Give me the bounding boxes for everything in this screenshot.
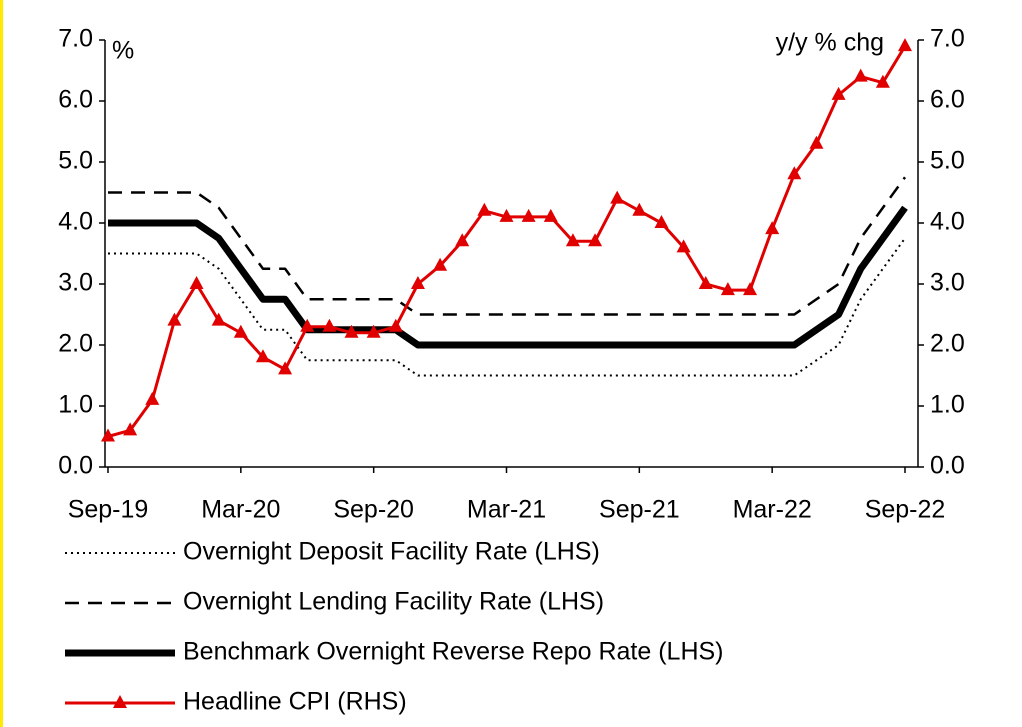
x-tick-label: Mar-21 <box>467 496 546 524</box>
y-tick-label: 2.0 <box>58 330 93 358</box>
y-tick-label: 6.0 <box>58 86 93 114</box>
series-marker <box>123 422 138 436</box>
legend-label: Benchmark Overnight Reverse Repo Rate (L… <box>183 638 724 666</box>
series-marker <box>410 276 425 289</box>
series-marker <box>388 318 403 332</box>
x-tick-label: Mar-20 <box>201 496 280 524</box>
legend-label: Overnight Deposit Facility Rate (LHS) <box>183 538 600 566</box>
y2-tick-label: 7.0 <box>930 25 965 53</box>
y2-tick-label: 5.0 <box>930 147 965 175</box>
series-marker <box>853 68 868 82</box>
series-marker <box>300 318 315 332</box>
y-tick-label: 1.0 <box>58 391 93 419</box>
edge-stripe <box>0 0 3 727</box>
series-line <box>108 205 908 349</box>
series-marker <box>455 233 470 247</box>
y2-tick-label: 1.0 <box>930 391 965 419</box>
series-marker <box>145 391 160 405</box>
series-marker <box>898 38 912 52</box>
legend-marker <box>113 695 127 708</box>
y2-tick-label: 6.0 <box>930 86 965 114</box>
x-tick-label: Sep-21 <box>599 496 680 524</box>
series-marker <box>322 318 337 332</box>
y2-tick-label: 4.0 <box>930 208 965 236</box>
y-axis-label: % <box>112 37 134 65</box>
y-tick-label: 5.0 <box>58 147 93 175</box>
legend-label: Overnight Lending Facility Rate (LHS) <box>183 588 604 616</box>
x-tick-label: Sep-22 <box>865 496 946 524</box>
y2-axis-label: y/y % chg <box>776 29 884 57</box>
series-line <box>108 176 907 316</box>
series-marker <box>875 74 890 88</box>
series-marker <box>565 233 580 247</box>
y-tick-label: 3.0 <box>58 269 93 297</box>
series-marker <box>765 221 780 235</box>
y-tick-label: 4.0 <box>58 208 93 236</box>
series-marker <box>543 208 558 222</box>
y2-tick-label: 0.0 <box>930 452 965 480</box>
legend-label: Headline CPI (RHS) <box>183 688 407 716</box>
series-marker <box>477 202 492 216</box>
series-marker <box>255 349 270 363</box>
series-line <box>107 45 907 438</box>
series-marker <box>101 428 115 442</box>
y-tick-label: 0.0 <box>58 452 93 480</box>
series-marker <box>278 361 293 375</box>
y2-tick-label: 3.0 <box>930 269 965 297</box>
series-marker <box>366 324 381 338</box>
x-tick-label: Mar-22 <box>733 496 812 524</box>
series-marker <box>588 233 603 247</box>
series-marker <box>233 324 248 338</box>
series-marker <box>167 312 182 326</box>
series-marker <box>610 190 625 204</box>
series-marker <box>632 202 647 216</box>
series-marker <box>433 257 448 271</box>
series-marker <box>189 276 204 289</box>
series-marker <box>499 208 514 222</box>
y2-tick-label: 2.0 <box>930 330 965 358</box>
series-marker <box>720 282 735 296</box>
series-line <box>108 237 906 377</box>
series-marker <box>521 208 536 222</box>
series-marker <box>344 324 359 338</box>
series-marker <box>831 86 846 100</box>
series-marker <box>809 135 824 149</box>
y-tick-label: 7.0 <box>58 25 93 53</box>
series-marker <box>698 276 713 289</box>
series-marker <box>211 312 226 326</box>
series-marker <box>654 215 669 228</box>
x-tick-label: Sep-20 <box>333 496 414 524</box>
series-marker <box>743 282 758 296</box>
x-tick-label: Sep-19 <box>68 496 149 524</box>
series-marker <box>787 166 802 180</box>
series-marker <box>676 239 691 253</box>
